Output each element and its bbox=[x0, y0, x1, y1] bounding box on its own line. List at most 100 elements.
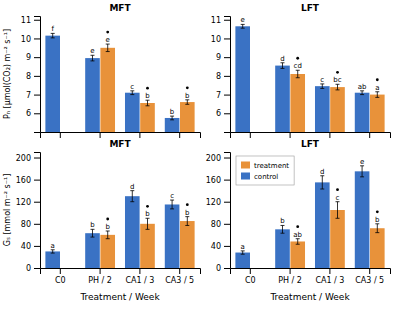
bar bbox=[330, 87, 345, 132]
error-bar-stem bbox=[242, 24, 243, 28]
significance-label: b bbox=[170, 108, 175, 116]
error-bar bbox=[320, 176, 324, 189]
error-bar bbox=[296, 239, 300, 245]
bar bbox=[355, 93, 370, 132]
legend-item: control bbox=[241, 173, 278, 182]
y-tick-label: 200 bbox=[16, 154, 31, 163]
error-bar bbox=[51, 250, 55, 253]
x-tick-mark bbox=[329, 268, 330, 274]
x-tick-label: C0 bbox=[245, 276, 256, 285]
error-bar-stem bbox=[297, 70, 298, 77]
x-tick: C0 bbox=[245, 268, 256, 285]
y-tick: 80 bbox=[21, 220, 40, 229]
y-tick-label: 7 bbox=[26, 91, 31, 100]
x-tick-mark bbox=[60, 268, 61, 274]
error-bar-stem bbox=[322, 176, 323, 189]
x-tick-label: PH / 2 bbox=[278, 276, 302, 285]
y-tick-label: 8 bbox=[216, 72, 221, 81]
x-tick-label: C0 bbox=[55, 276, 66, 285]
significance-label: b bbox=[280, 217, 285, 225]
y-tick-mark bbox=[224, 268, 230, 269]
y-tick-mark bbox=[224, 38, 230, 39]
x-axis: C0PH / 2CA1 / 3CA3 / 5 bbox=[41, 268, 201, 285]
x-tick bbox=[139, 132, 140, 138]
y-tick-mark bbox=[34, 76, 40, 77]
x-tick: CA3 / 5 bbox=[165, 268, 194, 285]
error-bar-cap bbox=[170, 119, 174, 120]
axis-line bbox=[224, 17, 231, 133]
y-tick-label: 160 bbox=[16, 176, 31, 185]
x-tick bbox=[369, 132, 370, 138]
significance-label: a bbox=[51, 242, 55, 250]
error-bar bbox=[280, 63, 284, 69]
error-bar-cap bbox=[185, 104, 189, 105]
y-tick: 8 bbox=[26, 72, 40, 81]
bar bbox=[235, 253, 250, 268]
x-tick-mark bbox=[100, 132, 101, 138]
x-tick: PH / 2 bbox=[278, 268, 302, 285]
bar bbox=[85, 58, 100, 132]
error-bar-stem bbox=[337, 84, 338, 90]
significance-label: c bbox=[336, 194, 340, 202]
y-tick-mark bbox=[224, 57, 230, 58]
significance-label: b bbox=[105, 223, 110, 231]
y-tick: 9 bbox=[216, 53, 230, 62]
y-tick: 0 bbox=[26, 264, 40, 273]
y-tick-mark bbox=[224, 76, 230, 77]
error-bar bbox=[90, 55, 94, 61]
error-bar bbox=[146, 100, 150, 106]
y-tick-label: 80 bbox=[21, 220, 31, 229]
dot-marker bbox=[296, 57, 299, 60]
dot-marker bbox=[336, 188, 339, 191]
y-tick-mark bbox=[34, 95, 40, 96]
annotations: abdcbbb bbox=[51, 183, 191, 250]
error-bar-stem bbox=[282, 63, 283, 69]
y-tick-mark bbox=[224, 20, 230, 21]
plot-area bbox=[45, 33, 194, 132]
y-tick-mark bbox=[224, 246, 230, 247]
error-bar-stem bbox=[172, 116, 173, 120]
legend-frame bbox=[236, 156, 294, 185]
axis-line bbox=[34, 17, 41, 133]
y-tick-mark bbox=[224, 158, 230, 159]
y-tick: 200 bbox=[16, 154, 40, 163]
error-bar-cap bbox=[280, 233, 284, 234]
error-bar-stem bbox=[362, 91, 363, 95]
error-bar bbox=[51, 33, 55, 37]
bar bbox=[180, 221, 195, 268]
x-tick: C0 bbox=[55, 268, 66, 285]
x-tick: PH / 2 bbox=[88, 268, 112, 285]
y-tick-mark bbox=[34, 57, 40, 58]
y-tick: 6 bbox=[216, 109, 230, 118]
x-tick-label: CA3 / 5 bbox=[355, 276, 384, 285]
x-tick bbox=[290, 132, 291, 138]
annotations: fecbebb bbox=[51, 25, 190, 116]
y-tick-label: 9 bbox=[26, 53, 31, 62]
bar bbox=[290, 241, 305, 268]
y-tick: 160 bbox=[16, 176, 40, 185]
significance-label: bc bbox=[333, 76, 341, 84]
significance-label: b bbox=[185, 92, 190, 100]
dot-marker bbox=[186, 203, 189, 206]
error-bar-cap bbox=[280, 68, 284, 69]
error-bar-cap bbox=[360, 176, 364, 177]
bar bbox=[165, 118, 180, 132]
error-bar bbox=[130, 91, 134, 95]
bar bbox=[140, 103, 155, 132]
error-bar bbox=[241, 24, 245, 28]
error-bar bbox=[336, 84, 340, 90]
y-tick: 10 bbox=[211, 35, 230, 44]
y-tick: 80 bbox=[211, 220, 230, 229]
annotations: edcabcdbca bbox=[241, 16, 380, 91]
y-tick: 120 bbox=[16, 198, 40, 207]
y-tick-label: 11 bbox=[211, 16, 221, 25]
bar bbox=[275, 229, 290, 268]
legend-swatch bbox=[241, 162, 250, 169]
significance-label: b bbox=[185, 209, 190, 217]
x-tick bbox=[179, 132, 180, 138]
error-bar-cap bbox=[130, 201, 134, 202]
y-tick-label: 0 bbox=[216, 264, 221, 273]
y-tick-mark bbox=[34, 246, 40, 247]
panel-title: MFT bbox=[109, 139, 131, 149]
error-bar-stem bbox=[92, 229, 93, 237]
